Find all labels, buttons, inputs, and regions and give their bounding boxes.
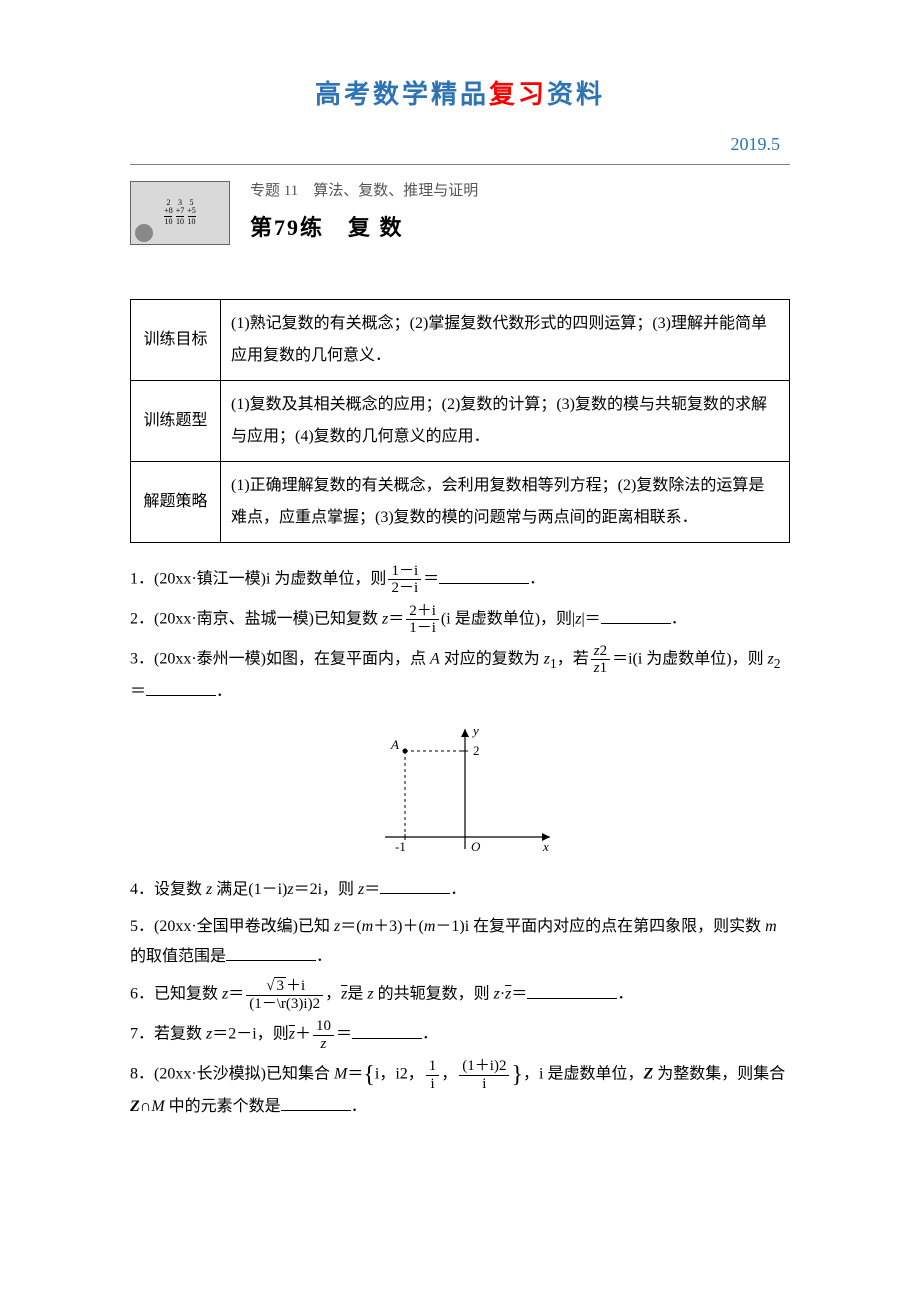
row-content: (1)复数及其相关概念的应用；(2)复数的计算；(3)复数的模与共轭复数的求解与… [221,380,790,461]
q8-fraction2: (1＋i)2i [459,1058,509,1092]
table-row: 训练题型 (1)复数及其相关概念的应用；(2)复数的计算；(3)复数的模与共轭复… [131,380,790,461]
question-7: 7．若复数 z＝2－i，则z＋10z＝． [130,1018,790,1052]
info-table: 训练目标 (1)熟记复数的有关概念；(2)掌握复数代数形式的四则运算；(3)理解… [130,299,790,543]
q1-prefix: 1．(20xx·镇江一模)i 为虚数单位，则 [130,571,386,588]
row-label: 训练目标 [131,299,221,380]
q3-prefix: 3．(20xx·泰州一模)如图，在复平面内，点 [130,651,430,668]
label-neg1: -1 [395,839,406,854]
thumb-face-icon [135,224,153,242]
blank [527,983,617,999]
q6-fraction: 3＋i(1－\r(3)i)2 [246,978,323,1012]
question-6: 6．已知复数 z＝3＋i(1－\r(3)i)2，z是 z 的共轭复数，则 z·z… [130,978,790,1012]
date-text: 2019.5 [731,127,781,161]
table-row: 训练目标 (1)熟记复数的有关概念；(2)掌握复数代数形式的四则运算；(3)理解… [131,299,790,380]
label-O: O [471,839,481,854]
blank [380,878,450,894]
question-8: 8．(20xx·长沙模拟)已知集合 M＝{i，i2，1i，(1＋i)2i}，i … [130,1058,790,1122]
q3-figure: A 2 O -1 x y [130,719,790,859]
q2-mid: (i 是虚数单位)，则| [441,611,575,628]
q1-fraction: 1－i2－i [388,563,421,597]
blank [281,1095,351,1111]
complex-plane-svg: A 2 O -1 x y [355,719,565,859]
title-part2: 复习 [489,80,547,109]
topic-label: 专题 11 算法、复数、推理与证明 [250,177,478,206]
blank [146,680,216,696]
q3-fraction: z2z1 [591,643,610,677]
thumb-fractions: 2+810 3+710 5+510 [164,199,196,226]
question-2: 2．(20xx·南京、盐城一模)已知复数 z＝2＋i1－i(i 是虚数单位)，则… [130,603,790,637]
header-text: 专题 11 算法、复数、推理与证明 第79练 复 数 [250,177,478,249]
rbrace-icon: } [511,1062,523,1088]
label-A: A [390,737,399,752]
q2-fraction: 2＋i1－i [406,603,439,637]
question-3: 3．(20xx·泰州一模)如图，在复平面内，点 A 对应的复数为 z1，若z2z… [130,643,790,707]
row-label: 解题策略 [131,461,221,542]
header-block: 2+810 3+710 5+510 专题 11 算法、复数、推理与证明 第79练… [130,177,790,249]
row-content: (1)正确理解复数的有关概念，会利用复数相等列方程；(2)复数除法的运算是难点，… [221,461,790,542]
title-part3: 资料 [547,80,605,109]
q2-prefix: 2．(20xx·南京、盐城一模)已知复数 [130,611,382,628]
q7-fraction: 10z [313,1018,334,1052]
label-2: 2 [473,743,480,758]
row-content: (1)熟记复数的有关概念；(2)掌握复数代数形式的四则运算；(3)理解并能简单应… [221,299,790,380]
row-label: 训练题型 [131,380,221,461]
label-y: y [471,723,479,738]
question-1: 1．(20xx·镇江一模)i 为虚数单位，则1－i2－i＝． [130,563,790,597]
blank [352,1023,422,1039]
blank [601,608,671,624]
q8-fraction1: 1i [426,1058,440,1092]
title-part1: 高考数学精品 [315,80,489,109]
question-5: 5．(20xx·全国甲卷改编)已知 z＝(m＋3)＋(m－1)i 在复平面内对应… [130,912,790,973]
question-4: 4．设复数 z 满足(1－i)z＝2i，则 z＝． [130,875,790,905]
label-x: x [542,839,549,854]
lesson-label: 第79练 复 数 [250,207,478,249]
q1-eq: ＝ [423,571,439,588]
thumb-icon: 2+810 3+710 5+510 [130,181,230,245]
date-line: 2019.5 [130,127,790,164]
main-title: 高考数学精品复习资料 [130,70,790,119]
table-row: 解题策略 (1)正确理解复数的有关概念，会利用复数相等列方程；(2)复数除法的运… [131,461,790,542]
lbrace-icon: { [363,1062,375,1088]
blank [439,568,529,584]
blank [226,945,316,961]
